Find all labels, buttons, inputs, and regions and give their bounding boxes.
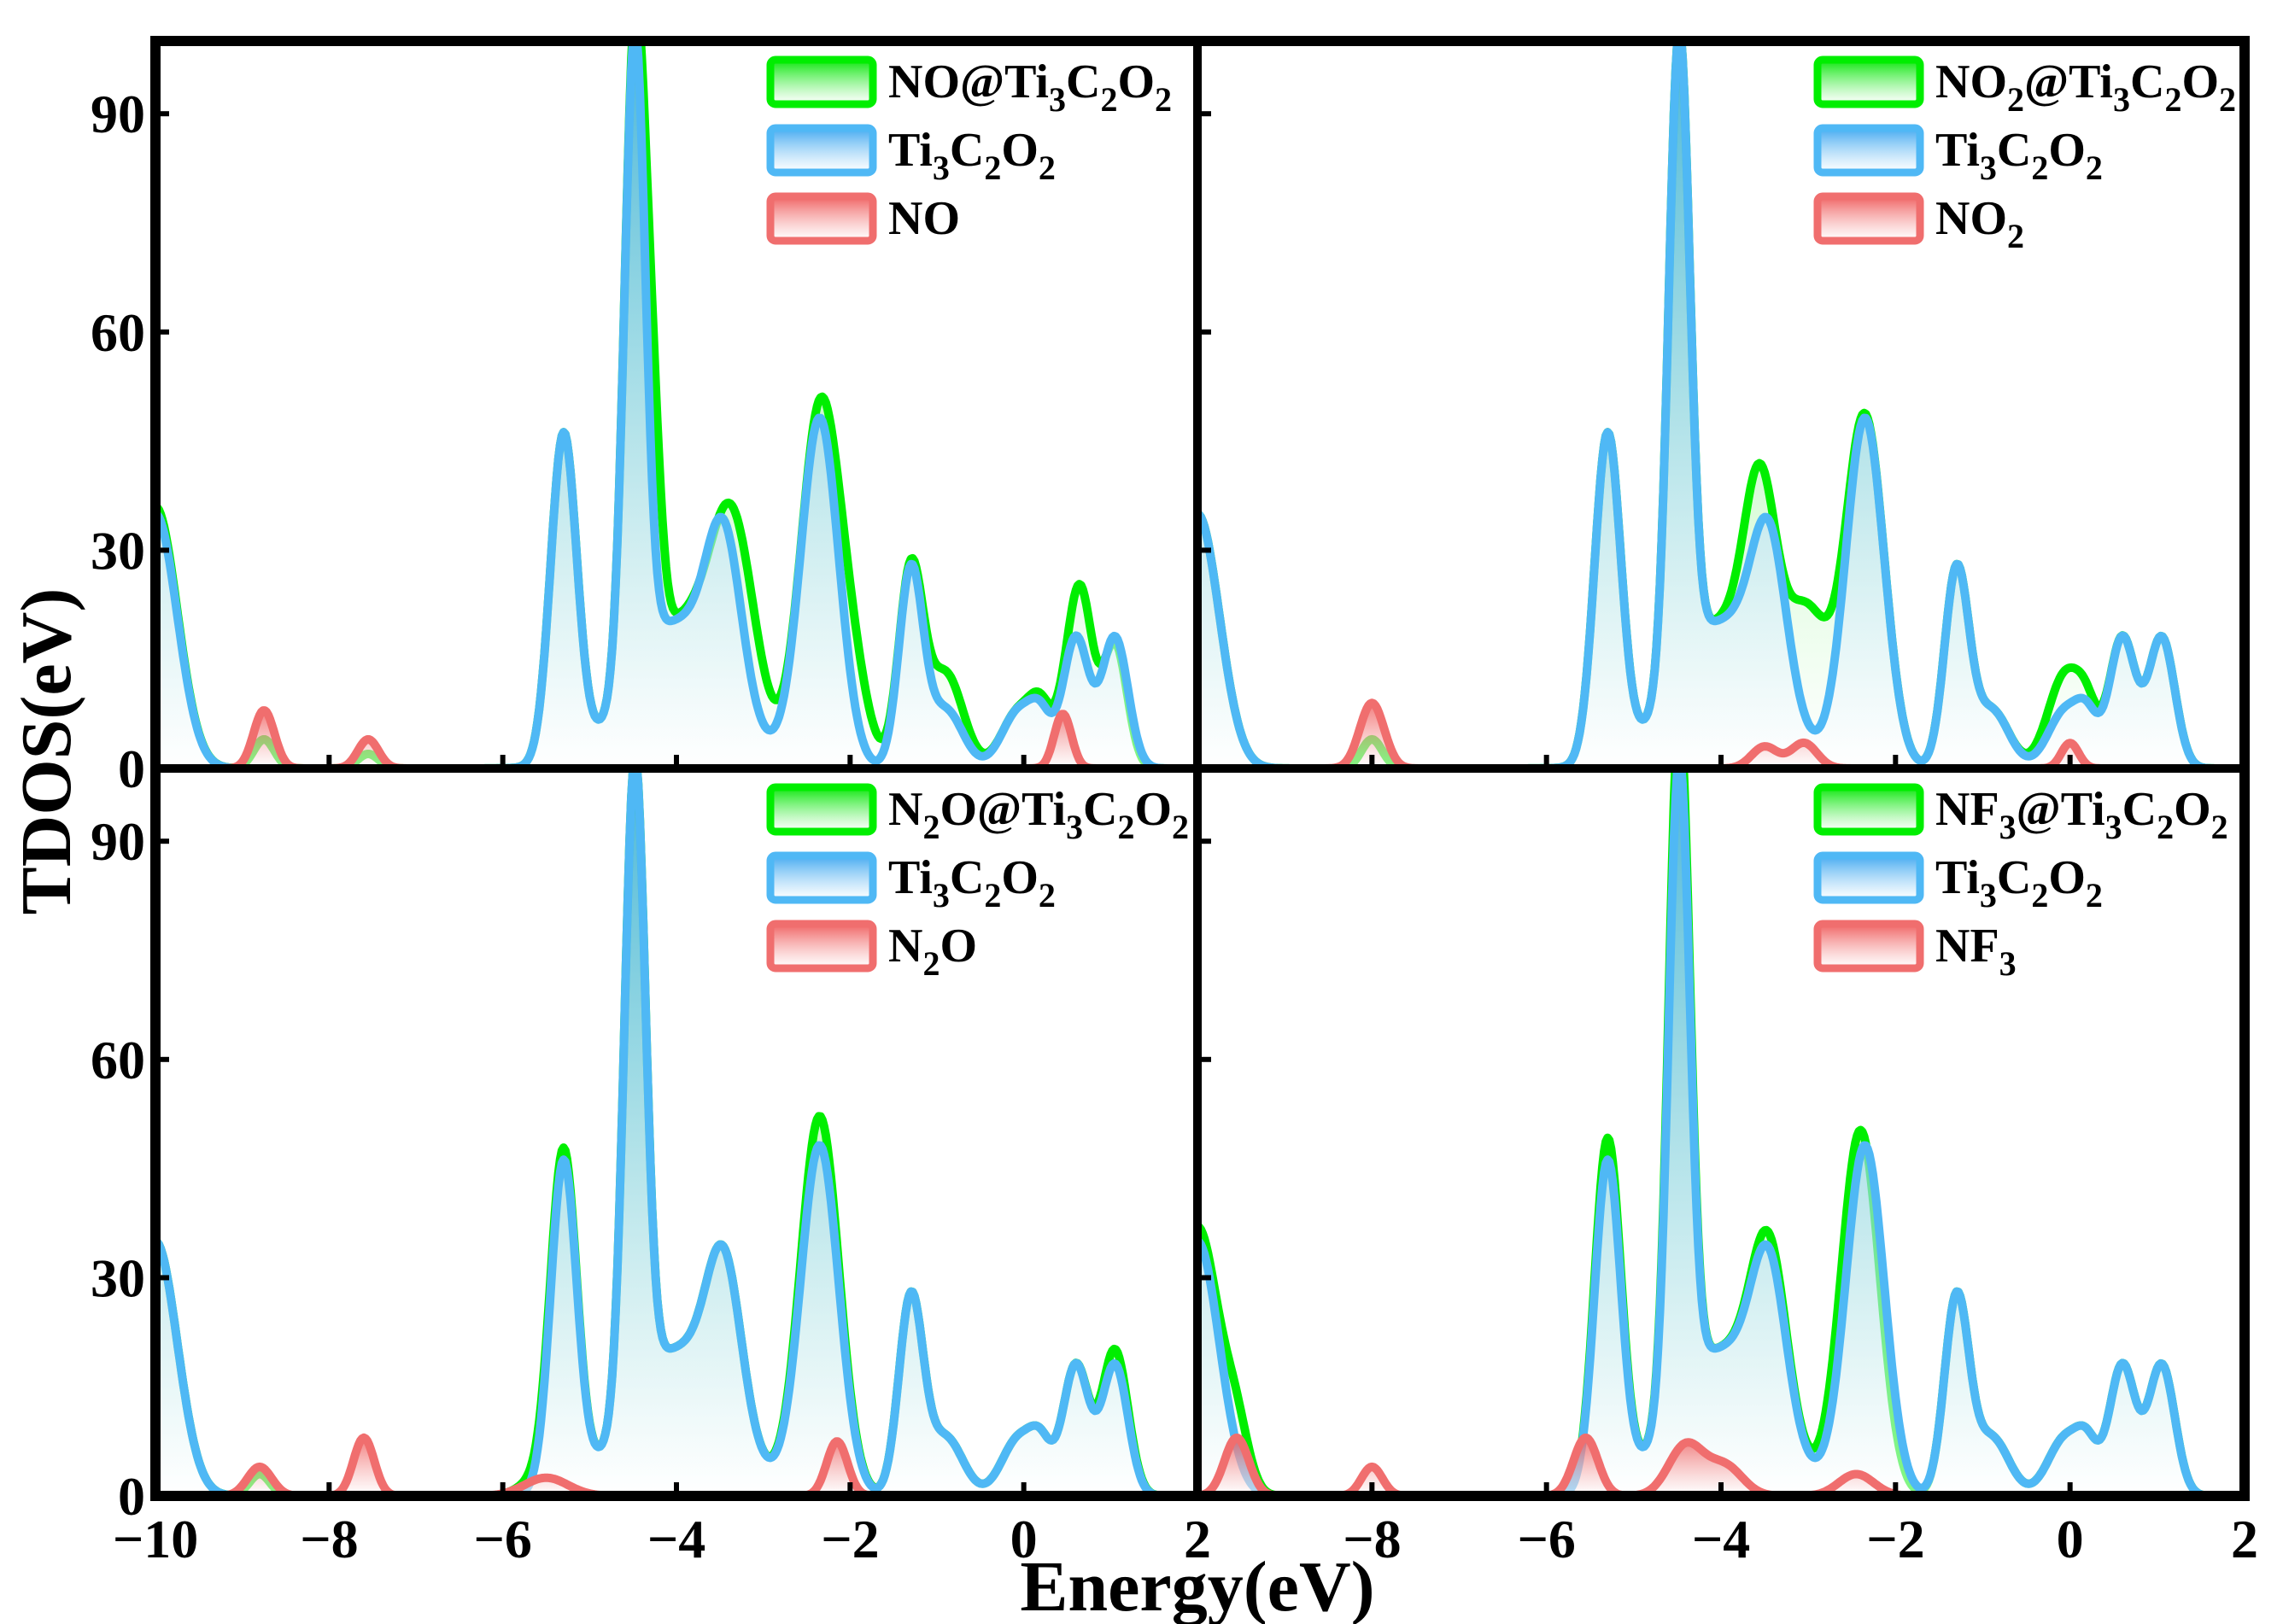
series-area-substrate <box>1197 768 2245 1496</box>
series-line-substrate <box>1197 41 2245 768</box>
legend-swatch <box>1813 783 1924 836</box>
y-tick-label: 0 <box>118 1466 145 1527</box>
axis-ticks: 0 30 60 90 0 30 60 90 −10 −8 −6 −4 −2 0 2 −8 −6 −4 −2 0 2 <box>91 84 2258 1569</box>
x-tick-label: −2 <box>1866 1509 1924 1569</box>
x-tick-label: −6 <box>1517 1509 1575 1569</box>
legend-label: NF3@Ti3C2O2​ <box>1935 783 2228 846</box>
legend-label: NO2​ <box>1935 192 2024 255</box>
legend-label: NO2@Ti3C2O2​ <box>1935 55 2236 119</box>
series-line-substrate <box>155 41 1197 768</box>
legend-entry-substrate: Ti3C2O2​ <box>766 851 1056 914</box>
legend-label: NO@Ti3C2O2​ <box>888 55 1172 119</box>
legend-swatch <box>766 55 877 108</box>
legend-entry-substrate: Ti3C2O2​ <box>1813 851 2103 914</box>
legend-label: Ti3C2O2​ <box>888 124 1056 187</box>
legend-entry-composite: NO@Ti3C2O2​ <box>766 55 1172 119</box>
series-area-substrate <box>1197 41 2245 768</box>
x-tick-label: −10 <box>113 1509 198 1569</box>
legend-swatch <box>1813 124 1924 177</box>
y-tick-label: 60 <box>91 1030 145 1090</box>
x-tick-label: −4 <box>1692 1509 1750 1569</box>
x-tick-label: −2 <box>821 1509 879 1569</box>
x-axis-title: Energy(eV) <box>1020 1547 1374 1624</box>
y-tick-label: 90 <box>91 84 145 144</box>
series-area-gas <box>155 1437 1197 1496</box>
x-tick-label: 2 <box>2231 1509 2258 1569</box>
legend-swatch <box>766 920 877 973</box>
series-line-substrate <box>1197 768 2245 1496</box>
legend-label: N2O <box>888 920 977 983</box>
y-tick-label: 30 <box>91 520 145 581</box>
x-tick-label: −8 <box>1343 1509 1401 1569</box>
panel-top-left: NO@Ti3C2O2​Ti3C2O2​NO <box>155 41 1197 768</box>
series-line-gas <box>1197 1434 2245 1496</box>
x-tick-label: −4 <box>647 1509 705 1569</box>
panel-top-right: NO2@Ti3C2O2​Ti3C2O2​NO2​ <box>1197 41 2245 768</box>
legend-entry-composite: N2O@Ti3C2O2​ <box>766 783 1189 846</box>
legend-swatch <box>1813 192 1924 245</box>
legend-entry-gas: NO <box>766 192 960 245</box>
legend-swatch <box>766 851 877 904</box>
legend-label: N2O@Ti3C2O2​ <box>888 783 1189 846</box>
legend-label: Ti3C2O2​ <box>888 851 1056 914</box>
legend-swatch <box>1813 920 1924 973</box>
legend-entry-substrate: Ti3C2O2​ <box>766 124 1056 187</box>
y-tick-label: 0 <box>118 739 145 799</box>
panel-bottom-right: NF3@Ti3C2O2​Ti3C2O2​NF3​ <box>1197 768 2245 1496</box>
legend-entry-substrate: Ti3C2O2​ <box>1813 124 2103 187</box>
legend-entry-gas: N2O <box>766 920 977 983</box>
legend-entry-composite: NF3@Ti3C2O2​ <box>1813 783 2228 846</box>
legend-label: NO <box>888 192 960 245</box>
legend-swatch <box>1813 55 1924 108</box>
legend-swatch <box>766 783 877 836</box>
y-tick-label: 30 <box>91 1247 145 1308</box>
series-area-gas <box>1197 1438 2245 1496</box>
legend-entry-gas: NO2​ <box>1813 192 2024 255</box>
x-tick-label: 2 <box>1184 1509 1211 1569</box>
legend-label: NF3​ <box>1935 920 2017 983</box>
x-tick-label: 0 <box>1010 1509 1038 1569</box>
series-line-substrate <box>155 768 1197 1496</box>
panel-bottom-left: N2O@Ti3C2O2​Ti3C2O2​N2O <box>155 768 1197 1496</box>
y-tick-label: 60 <box>91 302 145 363</box>
legend-label: Ti3C2O2​ <box>1935 124 2103 187</box>
x-tick-label: −8 <box>300 1509 358 1569</box>
legend-label: Ti3C2O2​ <box>1935 851 2103 914</box>
legend-swatch <box>766 124 877 177</box>
legend-entry-composite: NO2@Ti3C2O2​ <box>1813 55 2236 119</box>
y-tick-label: 90 <box>91 811 145 872</box>
legend-swatch <box>766 192 877 245</box>
x-tick-label: 0 <box>2057 1509 2084 1569</box>
series-area-substrate <box>155 768 1197 1496</box>
series-area-substrate <box>155 41 1197 768</box>
x-tick-label: −6 <box>473 1509 531 1569</box>
legend-swatch <box>1813 851 1924 904</box>
legend-entry-gas: NF3​ <box>1813 920 2017 983</box>
y-axis-title: TDOS(eV) <box>7 588 86 915</box>
